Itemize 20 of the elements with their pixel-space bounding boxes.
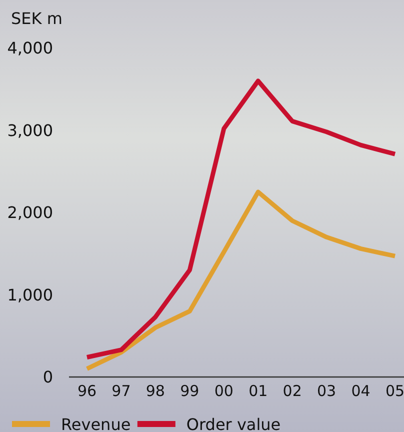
line-series (84, 78, 398, 360)
y-tick-label: 3,000 (7, 120, 53, 140)
x-tick-label: 99 (180, 382, 200, 400)
x-tick-label: 03 (317, 382, 336, 400)
x-tick-label: 01 (248, 382, 268, 400)
legend-label: Order value (186, 415, 281, 432)
y-tick-label: 4,000 (7, 38, 53, 58)
y-tick-label: 0 (42, 368, 53, 387)
y-axis-title: SEK m (11, 9, 62, 28)
x-tick-label: 04 (351, 382, 370, 400)
x-tick-label: 98 (146, 382, 165, 400)
x-tick-label: 96 (77, 382, 97, 400)
x-tick-label: 97 (112, 382, 131, 400)
line-series (84, 190, 398, 372)
y-tick-label: 2,000 (7, 203, 53, 222)
y-tick-label: 1,000 (7, 285, 53, 304)
x-tick-label: 00 (214, 382, 234, 400)
legend-label: Revenue (61, 415, 131, 432)
x-tick-label: 02 (282, 382, 302, 400)
x-tick-label: 05 (385, 382, 404, 400)
